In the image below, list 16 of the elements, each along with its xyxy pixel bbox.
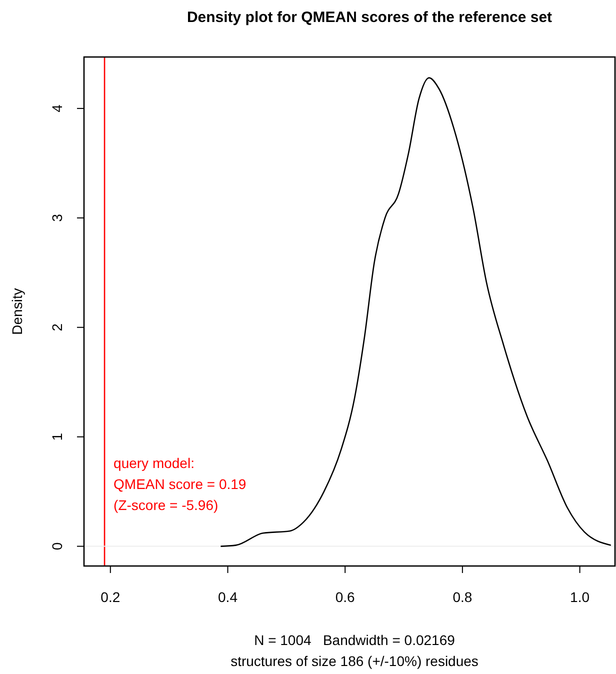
y-tick-label: 4 [49, 104, 65, 112]
x-tick-label: 0.4 [218, 589, 238, 605]
x-axis-title: N = 1004 Bandwidth = 0.02169 [254, 632, 456, 648]
x-tick-label: 0.8 [452, 589, 472, 605]
line-series [220, 77, 612, 547]
y-tick-label: 1 [49, 432, 65, 441]
x-tick-label: 0.2 [100, 589, 120, 605]
chart-title: Density plot for QMEAN scores of the reference set [186, 9, 552, 26]
ref-line-label: query model: QMEAN score = 0.19 (Z-score = -5.96) [114, 455, 246, 513]
y-tick-label: 0 [49, 542, 65, 550]
y-tick-label: 3 [49, 214, 65, 222]
y-tick-label: 2 [49, 323, 65, 332]
x-tick-label: 0.6 [335, 589, 356, 605]
y-axis-title: Density [9, 288, 25, 335]
text: structures of size 186 (+/-10%) residues [230, 653, 478, 669]
x-tick-label: 1.0 [570, 589, 590, 605]
